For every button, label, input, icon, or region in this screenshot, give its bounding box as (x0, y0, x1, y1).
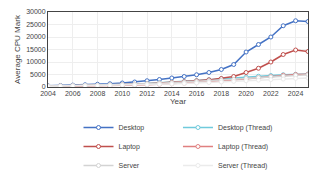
svg-text:2012: 2012 (139, 90, 155, 97)
svg-text:2006: 2006 (65, 90, 81, 97)
svg-text:10000: 10000 (26, 58, 46, 65)
svg-text:Laptop (Thread): Laptop (Thread) (218, 143, 268, 151)
svg-text:2020: 2020 (238, 90, 254, 97)
svg-text:2004: 2004 (40, 90, 56, 97)
svg-text:20000: 20000 (26, 33, 46, 40)
svg-text:Laptop: Laptop (119, 143, 141, 151)
svg-text:Year: Year (170, 97, 187, 106)
svg-text:Server (Thread): Server (Thread) (218, 162, 267, 170)
svg-text:2008: 2008 (90, 90, 106, 97)
svg-text:2016: 2016 (189, 90, 205, 97)
svg-text:Average CPU Mark: Average CPU Mark (13, 14, 22, 84)
svg-text:2024: 2024 (288, 90, 304, 97)
svg-text:25000: 25000 (26, 21, 46, 28)
svg-text:Server: Server (119, 162, 140, 169)
svg-text:Desktop: Desktop (119, 124, 145, 132)
svg-text:2022: 2022 (263, 90, 279, 97)
svg-text:30000: 30000 (26, 8, 46, 15)
svg-text:15000: 15000 (26, 46, 46, 53)
svg-text:2014: 2014 (164, 90, 180, 97)
svg-text:2018: 2018 (214, 90, 230, 97)
svg-text:Desktop (Thread): Desktop (Thread) (218, 124, 272, 132)
svg-text:2010: 2010 (115, 90, 131, 97)
svg-text:5000: 5000 (30, 71, 46, 78)
svg-text:0: 0 (42, 83, 46, 90)
